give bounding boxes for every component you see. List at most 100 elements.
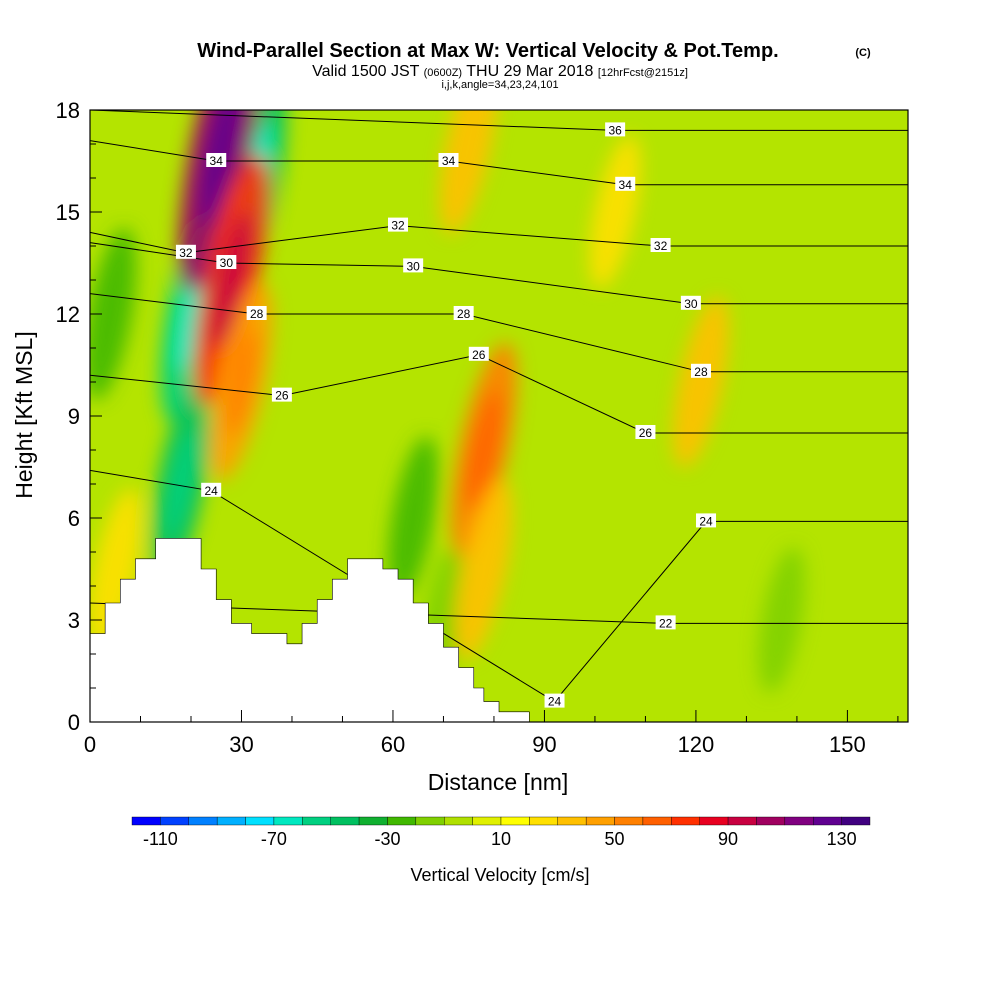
downdraft-core: [164, 429, 198, 539]
theta-label: 26: [468, 346, 489, 362]
theta-label-text: 28: [457, 307, 471, 321]
colorbar-tick-label: -30: [374, 829, 400, 849]
chart-title: Wind-Parallel Section at Max W: Vertical…: [197, 40, 778, 62]
colorbar-swatch: [841, 816, 871, 826]
colorbar-tick-label: 130: [827, 829, 857, 849]
theta-label: 30: [216, 255, 237, 270]
y-tick-label: 6: [68, 506, 80, 531]
theta-label: 30: [680, 295, 701, 311]
chart-subtitle: Valid 1500 JST (0600Z) THU 29 Mar 2018 […: [312, 63, 688, 80]
colorbar-tick-label: -70: [261, 829, 287, 849]
chart-title-mark: (C): [855, 47, 871, 59]
theta-label: 36: [605, 122, 626, 137]
downdraft-cell: [388, 436, 439, 600]
y-tick-label: 12: [56, 302, 80, 327]
theta-label-text: 26: [275, 389, 289, 403]
x-tick-label: 0: [84, 732, 96, 757]
theta-label-text: 24: [205, 484, 219, 498]
colorbar-swatch: [358, 816, 388, 826]
theta-label-text: 32: [179, 246, 193, 260]
theta-label-text: 34: [619, 178, 633, 192]
y-tick-label: 0: [68, 710, 80, 735]
colorbar-swatch: [415, 816, 445, 826]
theta-label: 32: [388, 217, 409, 233]
theta-label-text: 30: [220, 256, 234, 270]
colorbar-swatch: [642, 816, 672, 826]
theta-label: 28: [690, 363, 711, 379]
colorbar-swatch: [472, 816, 502, 826]
colorbar-swatch: [727, 816, 757, 826]
theta-label: 32: [650, 238, 671, 253]
subtitle-date: THU 29 Mar 2018: [466, 63, 593, 80]
y-tick-label: 18: [56, 98, 80, 123]
colorbar-swatch: [188, 816, 218, 826]
colorbar-swatch: [699, 816, 729, 826]
theta-label-text: 30: [684, 297, 698, 311]
theta-label-text: 30: [406, 259, 420, 273]
theta-label-text: 32: [654, 239, 668, 253]
colorbar-swatch: [756, 816, 786, 826]
subtitle-zulu: (0600Z): [424, 67, 463, 79]
x-axis: 0 30 60 90 120 150: [84, 710, 899, 757]
chart-subtitle-indices: i,j,k,angle=34,23,24,101: [441, 79, 558, 91]
theta-label: 32: [175, 244, 196, 260]
theta-label-text: 32: [391, 219, 405, 233]
updraft-core: [466, 391, 502, 509]
theta-label-text: 28: [250, 307, 264, 321]
colorbar: -110 -70 -30 10 50 90 130: [131, 816, 871, 849]
colorbar-swatch: [813, 816, 842, 826]
updraft-cell: [589, 135, 641, 289]
colorbar-swatch: [387, 816, 417, 826]
theta-label: 22: [655, 615, 676, 630]
theta-label: 28: [246, 306, 267, 321]
colorbar-swatch: [585, 816, 615, 826]
subtitle-valid: Valid 1500 JST: [312, 63, 420, 80]
colorbar-swatch: [784, 816, 814, 826]
theta-label: 34: [438, 153, 459, 168]
x-tick-label: 120: [678, 732, 715, 757]
colorbar-swatch: [614, 816, 644, 826]
downdraft-cell: [90, 228, 137, 400]
terrain-mask: [90, 538, 530, 722]
colorbar-swatch: [529, 816, 558, 826]
x-axis-label: Distance [nm]: [428, 769, 569, 795]
updraft-cell: [90, 488, 143, 650]
theta-label-text: 36: [608, 123, 622, 137]
y-axis-label: Height [Kft MSL]: [11, 331, 37, 498]
y-axis: 0 3 6 9 12 15 18: [56, 98, 102, 735]
updraft-core: [198, 110, 244, 225]
theta-label: 24: [544, 693, 565, 709]
colorbar-swatch: [557, 816, 587, 826]
x-tick-label: 60: [381, 732, 405, 757]
theta-label-text: 26: [639, 426, 653, 440]
subtitle-fcst: [12hrFcst@2151z]: [598, 67, 688, 79]
theta-label-text: 22: [659, 616, 673, 630]
updraft-core: [225, 327, 258, 437]
x-tick-label: 90: [532, 732, 556, 757]
velocity-field: [90, 110, 806, 697]
theta-label: 24: [201, 482, 222, 498]
updraft-cell: [439, 110, 498, 234]
theta-label: 26: [635, 425, 656, 440]
theta-label-text: 34: [442, 154, 456, 168]
theta-label: 28: [453, 306, 474, 321]
colorbar-swatch: [160, 816, 189, 826]
colorbar-swatch: [330, 816, 360, 826]
plot-area: 36 34 34 34 32 32 32 30 30 30 28 28 28 26 26 26 24 24 24 22: [90, 110, 908, 722]
downdraft-cell: [758, 547, 806, 693]
theta-label: 24: [696, 513, 717, 528]
theta-label: 34: [206, 153, 227, 168]
colorbar-swatch: [131, 816, 161, 826]
theta-label-text: 26: [472, 348, 486, 362]
theta-contour-labels: 36 34 34 34 32 32 32 30 30 30 28 28 28 26 26 26 24 24 24 22: [175, 122, 717, 709]
x-tick-label: 150: [829, 732, 866, 757]
colorbar-swatch: [216, 816, 246, 826]
colorbar-label: Vertical Velocity [cm/s]: [410, 865, 589, 885]
x-tick-label: 30: [229, 732, 253, 757]
theta-label-text: 24: [699, 514, 713, 528]
colorbar-swatch: [500, 816, 530, 826]
theta-label-text: 24: [548, 695, 562, 709]
colorbar-tick-label: 50: [605, 829, 625, 849]
colorbar-swatch: [671, 816, 700, 826]
